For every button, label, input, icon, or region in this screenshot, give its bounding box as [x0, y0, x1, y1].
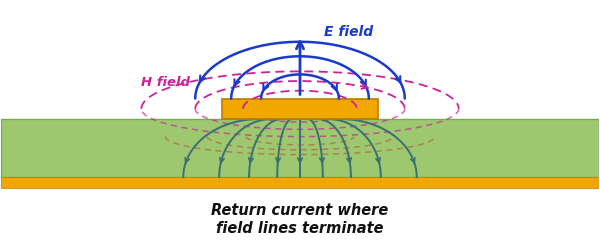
Text: Return current where
field lines terminate: Return current where field lines termina… [211, 203, 389, 235]
Text: H field: H field [142, 76, 190, 89]
Text: E field: E field [324, 25, 373, 39]
Bar [1, 119, 599, 177]
Bar [222, 99, 378, 119]
Bar [1, 177, 599, 188]
